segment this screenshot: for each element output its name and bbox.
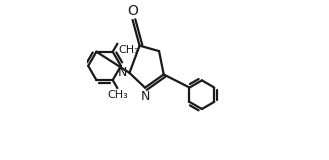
Text: CH₃: CH₃ xyxy=(107,90,128,100)
Text: N: N xyxy=(141,91,150,104)
Text: O: O xyxy=(127,4,138,18)
Text: CH₃: CH₃ xyxy=(118,45,139,55)
Text: N: N xyxy=(118,66,128,79)
